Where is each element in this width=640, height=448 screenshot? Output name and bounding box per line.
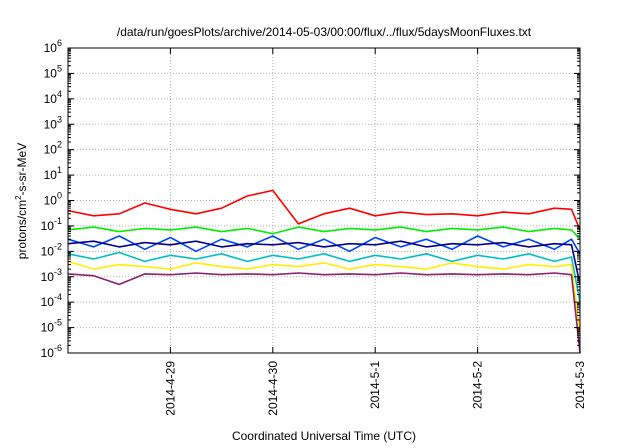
y-axis-label-sup: 2 [14,195,23,200]
y-tick-label: 104 [44,89,62,106]
y-tick-label: 105 [44,63,62,80]
y-tick-label-base: 10 [44,92,58,106]
y-tick-label: 10-1 [41,216,62,233]
y-tick-label: 102 [44,140,62,157]
y-tick-label-exp: -2 [54,241,62,251]
y-axis-label-rest: -s-sr-MeV [15,143,29,196]
y-tick-label-exp: -4 [54,292,62,302]
x-tick-label: 2014-4-29 [163,361,177,416]
y-tick-label-exp: 2 [57,140,62,150]
data-series [67,189,581,354]
y-tick-label-exp: 0 [57,191,62,201]
y-tick-label-base: 10 [41,244,55,258]
x-axis-label: Coordinated Universal Time (UTC) [232,429,416,443]
y-tick-label: 10-4 [41,292,62,309]
y-tick-label: 10-6 [41,343,62,360]
y-axis-label-base: protons/cm [15,200,29,259]
y-axis-label: protons/cm2-s-sr-MeV [14,143,29,259]
y-tick-label-base: 10 [41,295,55,309]
y-tick-label-base: 10 [44,168,58,182]
y-tick-label-base: 10 [44,41,58,55]
x-tick-label: 2014-5-1 [368,361,382,409]
y-tick-label-base: 10 [44,194,58,208]
y-tick-label-base: 10 [41,346,55,360]
y-tick-label: 100 [44,191,62,208]
y-tick-labels: 10-610-510-410-310-210-11001011021031041… [41,38,62,360]
series-line-1 [67,189,581,231]
y-tick-label: 101 [44,165,62,182]
y-tick-label: 10-3 [41,267,62,284]
y-tick-label-base: 10 [44,66,58,80]
series-line-2 [67,226,581,240]
y-tick-label-base: 10 [41,270,55,284]
chart-title: /data/run/goesPlots/archive/2014-05-03/0… [117,25,532,39]
x-tick-label: 2014-4-30 [266,361,280,416]
series-line-6 [67,260,581,336]
y-tick-label-exp: -5 [54,318,62,328]
y-tick-label-exp: -3 [54,267,62,277]
grid-lines [68,48,580,353]
series-line-4 [67,240,581,285]
axis-ticks [68,47,581,354]
y-tick-label-base: 10 [41,219,55,233]
x-tick-label: 2014-5-2 [471,361,485,409]
x-tick-labels: 2014-4-29 2014-4-30 2014-5-1 2014-5-2 2014-5… [163,361,587,416]
y-tick-label-exp: -1 [54,216,62,226]
y-tick-label-exp: -6 [54,343,62,353]
x-tick-label: 2014-5-3 [573,361,587,409]
y-tick-label-base: 10 [44,143,58,157]
y-tick-label: 103 [44,114,62,131]
y-tick-label: 106 [44,38,62,55]
y-tick-label-base: 10 [44,117,58,131]
y-tick-label-exp: 1 [57,165,62,175]
y-tick-label-base: 10 [41,321,55,335]
y-tick-label-exp: 3 [57,114,62,124]
series-line-7 [67,272,581,354]
y-tick-label: 10-5 [41,318,62,335]
y-tick-label-exp: 5 [57,63,62,73]
y-tick-label: 10-2 [41,241,62,258]
y-tick-label-exp: 6 [57,38,62,48]
y-tick-label-exp: 4 [57,89,62,99]
series-line-5 [67,251,581,303]
